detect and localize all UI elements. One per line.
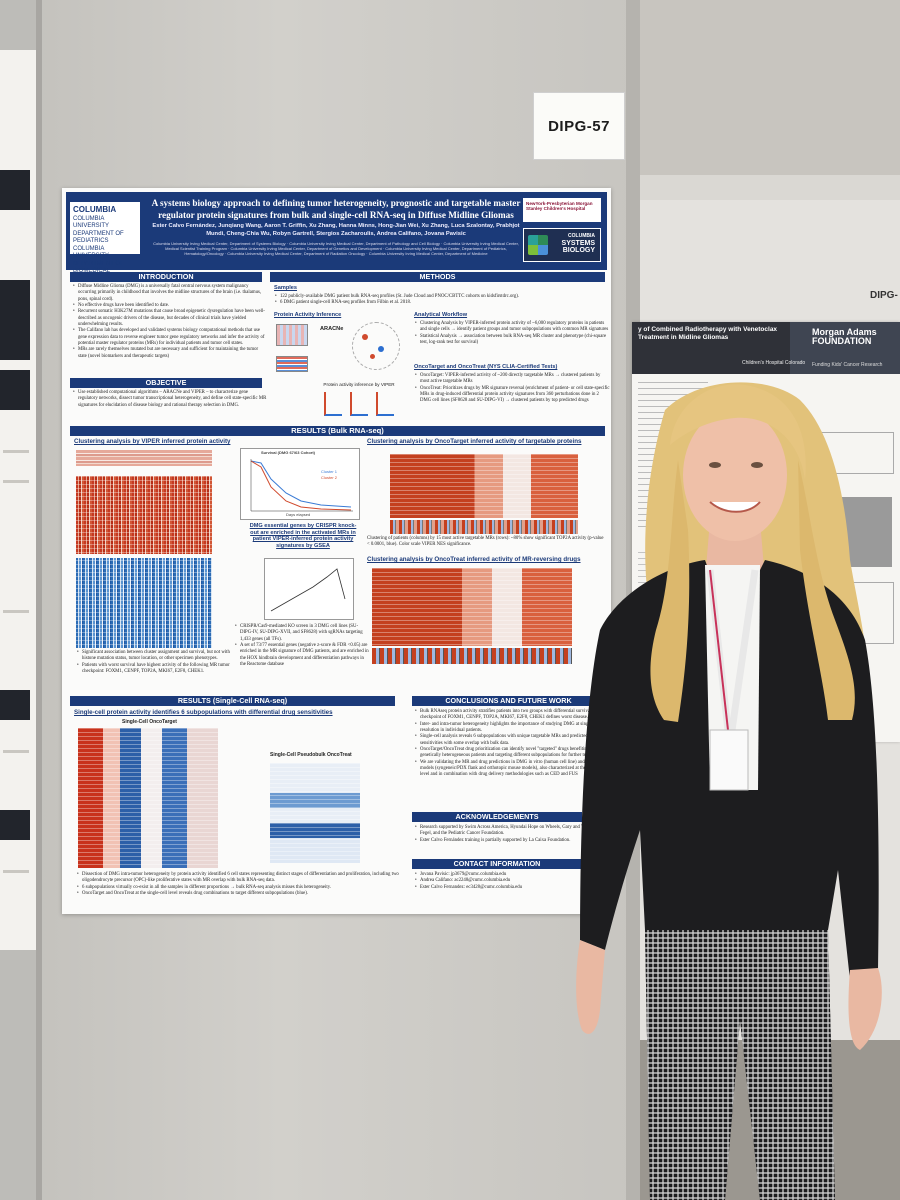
presenter-figure: [576, 382, 882, 1200]
left-poster-dark-block: [0, 170, 30, 210]
columbia-logo: COLUMBIA COLUMBIA UNIVERSITY DEPARTMENT …: [70, 202, 140, 282]
board-number: DIPG-57: [548, 117, 610, 135]
board-number-card: DIPG-57: [533, 92, 625, 160]
oncotreat-annotation: [372, 648, 572, 664]
viper-heatmap-red: [76, 476, 212, 554]
bulk-results-text: Significant association between cluster …: [76, 650, 232, 675]
right-poster-sponsor-sub: Funding Kids' Cancer Research: [812, 362, 883, 368]
right-poster-header: y of Combined Radiotherapy with Venetocl…: [632, 322, 900, 374]
contact-text: Jovana Pavisic: jp3679@cumc.columbia.edu…: [414, 872, 590, 891]
poster-header: COLUMBIA COLUMBIA UNIVERSITY DEPARTMENT …: [66, 192, 607, 282]
acknowledgements-text: Research supported by Swim Across Americ…: [414, 825, 590, 844]
left-poster-dark-block: [0, 690, 30, 720]
onco-heading: OncoTarget and OncoTreat (NYS CLIA-Certi…: [414, 364, 558, 370]
left-neighbor-poster-board: [0, 0, 42, 1200]
survival-plot: Survival (DMG 67/63 Cohort) Days elapsed…: [240, 448, 360, 520]
systems-biology-mark: [528, 235, 548, 255]
survival-plot-title: Survival (DMG 67/63 Cohort): [261, 450, 316, 455]
workflow-text: Clustering Analysis by VIPER-inferred pr…: [414, 321, 610, 346]
oncotreat-heatmap: [372, 568, 572, 646]
oncotarget-cluster-title: Clustering analysis by OncoTarget inferr…: [367, 438, 582, 445]
oncotreat-cluster-title: Clustering analysis by OncoTreat inferre…: [367, 556, 581, 563]
methods-heading: METHODS: [270, 272, 605, 282]
sc-pseudobulk-label: Single-Cell Pseudobulk OncoTreat: [270, 752, 352, 758]
contact-heading: CONTACT INFORMATION: [412, 859, 582, 869]
objective-text: Use established computational algorithms…: [72, 390, 268, 409]
oncotarget-heatmap: [390, 454, 578, 518]
workflow-heading: Analytical Workflow: [414, 312, 468, 318]
annotation-bar: [76, 450, 212, 466]
protein-activity-heading: Protein Activity Inference: [274, 312, 342, 318]
systems-biology-logo: COLUMBIA SYSTEMS BIOLOGY: [523, 228, 601, 262]
left-poster-dark-block: [0, 810, 30, 840]
introduction-heading: INTRODUCTION: [70, 272, 262, 282]
right-poster-hospital: Children's Hospital Colorado: [742, 360, 806, 366]
viper-heatmap-blue: [76, 558, 212, 648]
poster-affiliations: Columbia University Irving Medical Cente…: [153, 241, 519, 257]
sc-oncotarget-label: Single-Cell OncoTarget: [122, 719, 177, 725]
aracne-viper-diagram: ARACNe Protein activity inference by VIP…: [274, 322, 404, 422]
samples-text: 122 publicly-available DMG patient bulk …: [274, 294, 610, 307]
oncotarget-annotation: [390, 520, 578, 534]
poster-title: A systems biology approach to defining t…: [151, 198, 521, 220]
nyp-logo: NewYork-Presbyterian Morgan Stanley Chil…: [523, 198, 601, 222]
sc-results-text: Dissection of DMG intra-tumor heterogene…: [76, 872, 412, 898]
legend-cluster-1: Cluster 1: [321, 469, 338, 474]
left-poster-dark-block: [0, 280, 30, 360]
acknowledgements-heading: ACKNOWLEDGEMENTS: [412, 812, 582, 822]
crispr-caption: DMG essential genes by CRISPR knock-out …: [249, 523, 357, 550]
research-poster: COLUMBIA COLUMBIA UNIVERSITY DEPARTMENT …: [62, 188, 611, 914]
columbia-logo-line: COLUMBIA UNIVERSITY DEPARTMENT OF PEDIAT…: [73, 215, 124, 245]
onco-text: OncoTarget: VIPER-inferred activity of ~…: [414, 373, 610, 405]
right-poster-sponsor: Morgan Adams FOUNDATION: [812, 327, 877, 347]
left-poster-dark-block: [0, 370, 30, 410]
sc-title: Single-cell protein activity identifies …: [74, 709, 333, 716]
sc-oncotarget-heatmap: [78, 728, 218, 868]
presenter: [560, 370, 900, 1200]
introduction-text: Diffuse Midline Glioma (DMG) is a univer…: [72, 284, 268, 360]
aracne-label: ARACNe: [320, 326, 344, 332]
oncotarget-note: Clustering of patients (columns) by 15 m…: [367, 536, 604, 548]
right-board-number: DIPG-: [870, 290, 898, 301]
crispr-results-text: CRISPR/Cas9-mediated KO screen in 3 DMG …: [234, 624, 370, 668]
results-sc-heading: RESULTS (Single-Cell RNA-seq): [70, 696, 395, 706]
viper-cluster-title: Clustering analysis by VIPER inferred pr…: [74, 438, 231, 445]
poster-authors: Ester Calvo Fernández, Junqiang Wang, Aa…: [152, 223, 520, 237]
conclusions-text: Bulk RNAseq protein activity stratifies …: [414, 709, 610, 779]
columbia-logo-name: COLUMBIA: [73, 205, 117, 214]
right-wall: [640, 0, 900, 175]
samples-heading: Samples: [274, 285, 298, 291]
gsea-plot: [264, 558, 354, 620]
viper-label: Protein activity inference by VIPER: [323, 382, 395, 387]
results-bulk-heading: RESULTS (Bulk RNA-seq): [70, 426, 605, 436]
objective-heading: OBJECTIVE: [70, 378, 262, 388]
right-poster-title: y of Combined Radiotherapy with Venetocl…: [638, 326, 778, 341]
conclusions-heading: CONCLUSIONS AND FUTURE WORK: [412, 696, 605, 706]
legend-cluster-2: Cluster 2: [321, 475, 338, 480]
left-neighbor-poster: [0, 50, 36, 950]
survival-x-label: Days elapsed: [286, 512, 311, 517]
sc-pseudobulk-heatmap: [270, 763, 360, 863]
